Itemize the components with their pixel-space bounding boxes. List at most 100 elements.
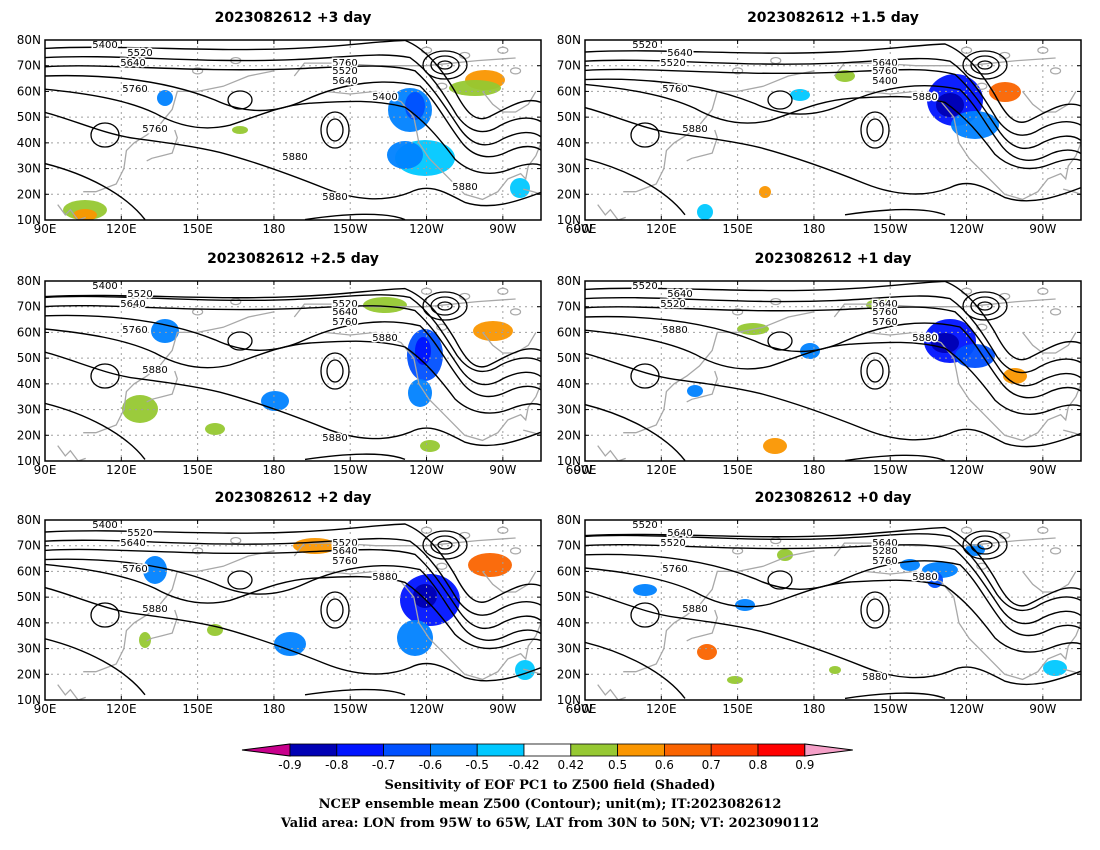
z500-contour — [585, 106, 1081, 202]
lat-tick-label: 50N — [17, 110, 41, 124]
z500-closed-contour — [320, 352, 350, 390]
colorbar-under-arrow — [241, 743, 291, 757]
colorbar-swatch — [429, 743, 478, 757]
contour-label: 5880 — [682, 124, 707, 135]
z500-contour — [585, 57, 1081, 136]
island-outline — [770, 536, 782, 545]
contour-label: 5760 — [122, 325, 147, 336]
sensitivity-shading — [387, 141, 423, 169]
coastline — [523, 668, 541, 675]
lon-tick-label: 150E — [182, 222, 213, 236]
coastline — [83, 550, 275, 673]
panel-title: 2023082612 +1.5 day — [747, 10, 919, 26]
coastline — [83, 70, 275, 193]
z500-contour — [585, 526, 1081, 607]
lat-tick-label: 80N — [557, 33, 581, 47]
island-outline — [960, 46, 973, 54]
contour-label: 5400 — [92, 520, 117, 531]
lat-tick-label: 30N — [557, 162, 581, 176]
island-outline — [509, 547, 522, 555]
z500-contour — [45, 537, 541, 616]
lat-tick-label: 80N — [17, 274, 41, 288]
contour-label: 5640 — [332, 546, 357, 557]
coastline — [1021, 90, 1077, 113]
contour-label: 5760 — [872, 317, 897, 328]
contour-label: 5760 — [122, 84, 147, 95]
sensitivity-shading — [261, 391, 289, 411]
sensitivity-shading — [955, 344, 995, 368]
z500-closed-contour — [630, 602, 660, 628]
island-outline — [1037, 526, 1049, 534]
z500-closed-contour — [866, 359, 884, 383]
lat-tick-label: 70N — [17, 59, 41, 73]
sensitivity-shading — [157, 90, 173, 106]
coastline — [523, 429, 541, 436]
island-outline — [509, 308, 522, 316]
sensitivity-shading — [473, 321, 513, 341]
z500-closed-contour — [326, 359, 344, 383]
lon-tick-label: 120W — [949, 463, 984, 477]
map-frame — [584, 519, 1082, 701]
lat-tick-label: 70N — [17, 300, 41, 314]
island-outline — [497, 46, 509, 54]
lon-tick-label: 90W — [1029, 702, 1056, 716]
z500-contour — [45, 351, 541, 447]
sensitivity-shading — [727, 676, 743, 684]
coastline — [1021, 331, 1077, 354]
contour-label: 5880 — [282, 152, 307, 163]
coastline — [1063, 668, 1081, 675]
z500-closed-contour — [860, 352, 890, 390]
sensitivity-shading — [408, 379, 432, 407]
coastline — [686, 370, 718, 403]
lat-tick-label: 40N — [557, 377, 581, 391]
lat-tick-label: 30N — [17, 403, 41, 417]
island-outline — [497, 526, 509, 534]
island-outline — [1049, 547, 1062, 555]
contour-label: 5760 — [662, 564, 687, 575]
lon-tick-label: 90E — [574, 463, 597, 477]
z500-closed-contour — [227, 331, 253, 351]
contour-label: 5520 — [660, 58, 685, 69]
coastline — [864, 570, 1081, 681]
z500-contour — [585, 553, 1081, 637]
contour-label: 5880 — [912, 572, 937, 583]
lon-tick-label: 150W — [873, 702, 908, 716]
island-outline — [436, 562, 448, 570]
z500-closed-contour — [320, 591, 350, 629]
colorbar-swatch — [757, 743, 806, 757]
lon-tick-label: 120W — [949, 222, 984, 236]
contour-label: 5400 — [372, 92, 397, 103]
z500-contour — [585, 403, 946, 461]
lon-tick-label: 90W — [489, 463, 516, 477]
contour-label: 5880 — [142, 365, 167, 376]
contour-label: 5760 — [122, 564, 147, 575]
z500-contour — [45, 287, 541, 368]
z500-contour — [45, 294, 541, 373]
lon-tick-label: 90E — [34, 222, 57, 236]
contour-label: 5760 — [872, 556, 897, 567]
lon-tick-label: 120E — [646, 463, 677, 477]
lon-tick-label: 60W — [566, 463, 593, 477]
caption-line-2: NCEP ensemble mean Z500 (Contour); unit(… — [318, 797, 782, 812]
sensitivity-shading — [143, 556, 167, 584]
contour-label: 5520 — [127, 528, 152, 539]
colorbar-swatch — [289, 743, 338, 757]
lon-tick-label: 90W — [489, 702, 516, 716]
z500-closed-contour — [227, 570, 253, 590]
lat-tick-label: 10N — [17, 693, 41, 707]
z500-contour — [45, 162, 406, 220]
z500-closed-contour — [866, 118, 884, 142]
z500-closed-contour — [90, 122, 120, 148]
coastline — [481, 570, 537, 593]
z500-contour — [45, 54, 541, 133]
colorbar-tick-label: 0.5 — [608, 758, 627, 772]
contour-label: 5640 — [332, 307, 357, 318]
z500-closed-contour — [437, 60, 453, 70]
island-outline — [497, 287, 509, 295]
z500-closed-contour — [430, 535, 460, 555]
z500-contour — [585, 78, 1081, 161]
